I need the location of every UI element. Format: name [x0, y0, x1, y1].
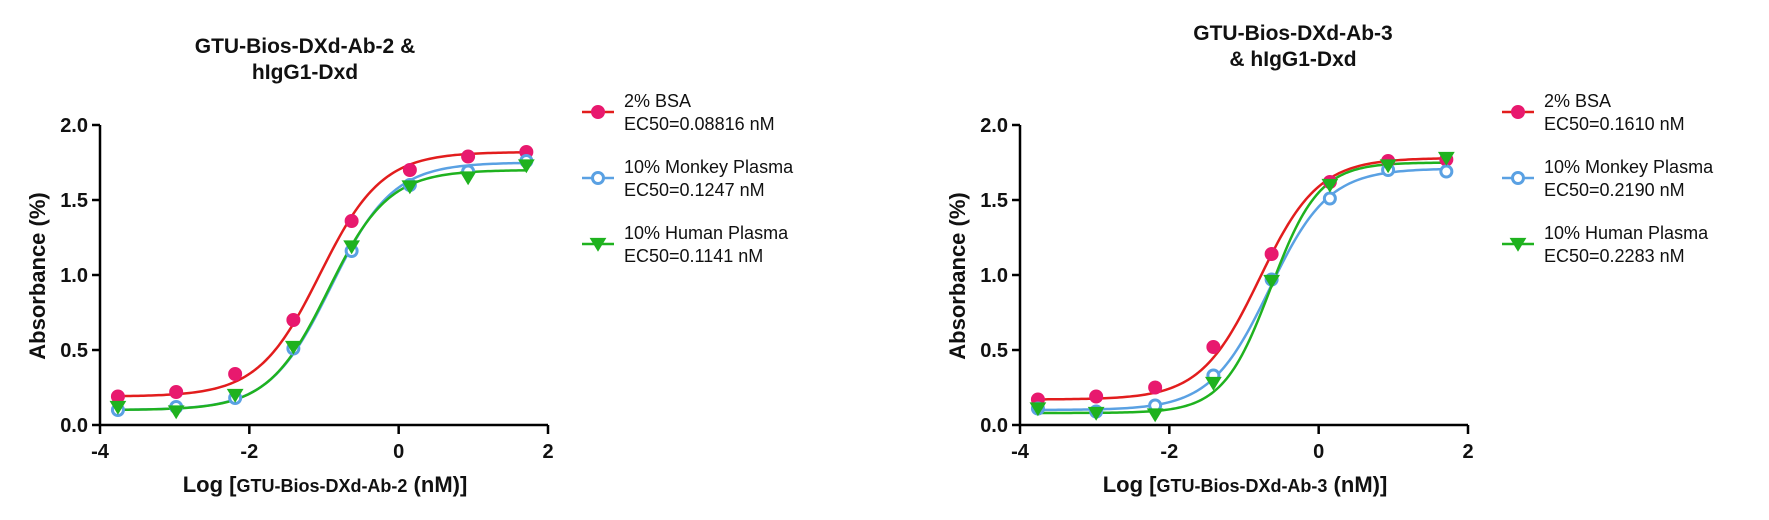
data-point-s3 — [109, 400, 127, 415]
legend-label-3: 10% Human Plasma — [624, 223, 789, 243]
data-point-s3 — [1146, 408, 1164, 423]
legend-ec50-3: EC50=0.2283 nM — [1544, 246, 1685, 266]
x-axis-label-suffix: (nM)] — [407, 472, 467, 497]
y-tick-label: 2.0 — [60, 115, 88, 137]
legend-1: 2% BSA EC50=0.08816 nM 10% Monkey Plasma EC… — [582, 91, 794, 266]
y-axis-label: Absorbance (%) — [25, 192, 50, 359]
fit-curve-1 — [1037, 157, 1447, 401]
data-point-s1 — [286, 313, 301, 327]
y-tick-label: 1.5 — [980, 190, 1008, 212]
legend-ec50-2: EC50=0.2190 nM — [1544, 180, 1685, 200]
legend-label-1: 2% BSA — [1544, 91, 1611, 111]
x-axis-label-compound: GTU-Bios-DXd-Ab-3 — [1156, 476, 1327, 496]
data-point-s1 — [461, 149, 476, 164]
legend-marker-3 — [1509, 237, 1527, 252]
legend-marker-1 — [591, 105, 605, 119]
plot-area-1: 0.0 0.5 1.0 1.5 2.0 -4 -2 0 2 — [60, 115, 553, 463]
data-point-s3 — [1321, 178, 1339, 193]
data-point-s3 — [459, 171, 477, 186]
legend-2: 2% BSA EC50=0.1610 nM 10% Monkey Plasma EC5… — [1502, 91, 1714, 266]
legend-ec50-3: EC50=0.1141 nM — [624, 246, 763, 266]
legend-label-1: 2% BSA — [624, 91, 691, 111]
x-tick-label: -2 — [240, 441, 258, 463]
data-point-s3 — [226, 388, 244, 403]
y-tick-label: 0.5 — [980, 340, 1008, 362]
x-axis-label-prefix: Log [ — [1103, 472, 1157, 497]
chart-svg-2: GTU-Bios-DXd-Ab-3 & hIgG1-Dxd Absorbance… — [945, 22, 1714, 497]
x-axis-label-suffix: (nM)] — [1327, 472, 1387, 497]
chart-panel-2: GTU-Bios-DXd-Ab-3 & hIgG1-Dxd Absorbance… — [920, 0, 1769, 520]
data-point-s3 — [1437, 151, 1455, 166]
y-tick-label: 1.5 — [60, 190, 88, 212]
legend-label-2: 10% Monkey Plasma — [624, 157, 794, 177]
x-tick-label: -4 — [91, 441, 110, 463]
plot-area-2: 0.0 0.5 1.0 1.5 2.0 -4 -2 0 2 — [980, 115, 1473, 463]
chart-panel-1: GTU-Bios-DXd-Ab-2 & hIgG1-Dxd Absorbance… — [0, 0, 880, 520]
legend-ec50-1: EC50=0.08816 nM — [624, 114, 775, 134]
legend-label-2: 10% Monkey Plasma — [1544, 157, 1714, 177]
fit-curve-3 — [1037, 161, 1447, 415]
y-tick-label: 1.0 — [980, 265, 1008, 287]
legend-marker-2 — [1511, 171, 1525, 185]
fit-curve-2 — [1037, 167, 1447, 412]
data-point-s1 — [228, 367, 243, 381]
data-point-s1 — [1148, 380, 1163, 395]
data-point-s3 — [517, 159, 535, 174]
fit-curve-1 — [117, 151, 527, 398]
data-point-s3 — [167, 405, 185, 420]
y-tick-label: 0.5 — [60, 340, 88, 362]
fit-curve-2 — [117, 161, 527, 411]
y-tick-label: 2.0 — [980, 115, 1008, 137]
legend-marker-1 — [1511, 105, 1525, 119]
x-axis-label: Log [GTU-Bios-DXd-Ab-2 (nM)] — [183, 472, 468, 497]
legend-label-3: 10% Human Plasma — [1544, 223, 1709, 243]
legend-marker-3 — [589, 237, 607, 252]
data-point-s1 — [344, 214, 359, 228]
legend-ec50-2: EC50=0.1247 nM — [624, 180, 765, 200]
y-tick-label: 0.0 — [980, 415, 1008, 437]
x-tick-label: -4 — [1011, 441, 1030, 463]
chart-title-line-2: hIgG1-Dxd — [252, 61, 358, 84]
fit-curve-3 — [117, 169, 527, 412]
data-point-s1 — [1089, 389, 1104, 404]
data-point-s3 — [1029, 402, 1047, 417]
data-point-s3 — [1087, 406, 1105, 421]
chart-title-line-2: & hIgG1-Dxd — [1229, 48, 1356, 71]
x-tick-label: 0 — [393, 441, 404, 463]
data-point-s3 — [284, 340, 302, 355]
y-tick-label: 1.0 — [60, 265, 88, 287]
data-point-s1 — [169, 385, 184, 399]
data-point-s1 — [402, 163, 417, 177]
data-point-s1 — [1206, 340, 1221, 354]
data-point-s3 — [1263, 274, 1281, 289]
x-axis-label-prefix: Log [ — [183, 472, 237, 497]
x-tick-label: -2 — [1160, 441, 1178, 463]
x-tick-label: 2 — [1462, 441, 1473, 463]
data-point-s3 — [343, 240, 361, 255]
legend-marker-2 — [591, 171, 605, 185]
data-point-s3 — [1204, 376, 1222, 391]
chart-svg-1: GTU-Bios-DXd-Ab-2 & hIgG1-Dxd Absorbance… — [25, 35, 794, 497]
chart-title-line-1: GTU-Bios-DXd-Ab-2 & — [195, 35, 415, 58]
legend-ec50-1: EC50=0.1610 nM — [1544, 114, 1685, 134]
data-point-s3 — [401, 180, 419, 195]
y-tick-label: 0.0 — [60, 415, 88, 437]
x-axis-label: Log [GTU-Bios-DXd-Ab-3 (nM)] — [1103, 472, 1388, 497]
chart-title-line-1: GTU-Bios-DXd-Ab-3 — [1193, 22, 1392, 45]
data-point-s1 — [1264, 247, 1279, 261]
x-tick-label: 2 — [542, 441, 553, 463]
x-tick-label: 0 — [1313, 441, 1324, 463]
x-axis-label-compound: GTU-Bios-DXd-Ab-2 — [236, 476, 407, 496]
data-point-s2 — [1322, 191, 1337, 206]
data-point-s2 — [1439, 164, 1454, 179]
y-axis-label: Absorbance (%) — [945, 192, 970, 359]
data-point-s3 — [1379, 159, 1397, 174]
